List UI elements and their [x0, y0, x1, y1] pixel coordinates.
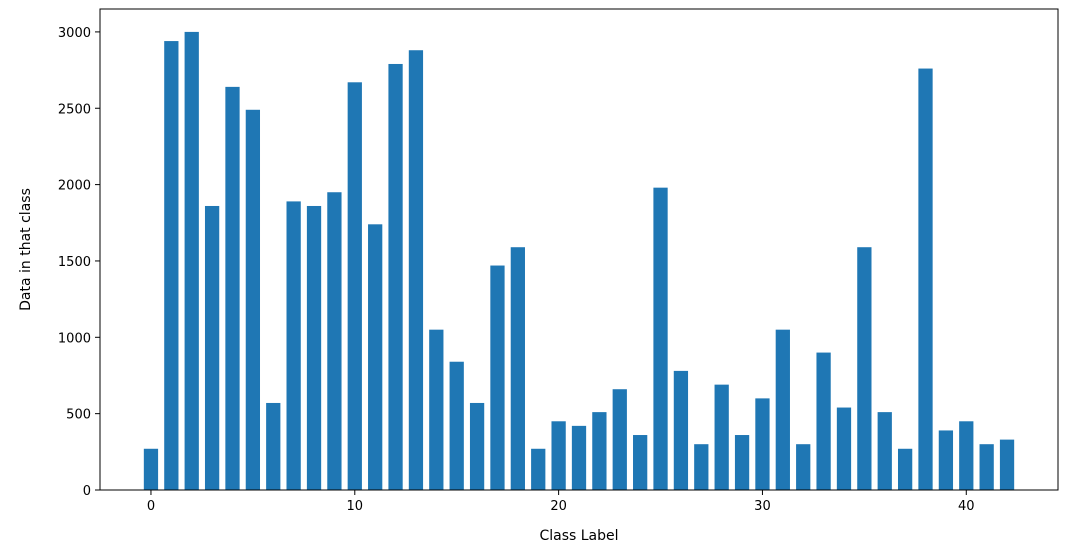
bar-class-15 — [449, 361, 464, 490]
bar-class-0 — [143, 448, 159, 490]
bar-class-39 — [938, 430, 954, 490]
bar-class-35 — [857, 247, 872, 490]
bar-class-23 — [612, 389, 627, 490]
bar-class-42 — [999, 439, 1015, 490]
bar-class-14 — [429, 329, 444, 490]
bar-class-25 — [653, 187, 668, 490]
bar-class-1 — [164, 41, 179, 491]
bar-class-12 — [388, 63, 403, 490]
bar-class-37 — [897, 448, 913, 490]
bar-class-34 — [836, 407, 852, 490]
x-tick-label: 30 — [754, 499, 771, 514]
bar-class-8 — [306, 205, 322, 490]
y-tick-label: 2000 — [58, 179, 91, 194]
bar-class-29 — [734, 435, 750, 490]
x-tick-label: 40 — [958, 499, 975, 514]
bar-class-21 — [571, 425, 587, 490]
y-tick-label: 500 — [66, 408, 91, 423]
x-axis-label: Class Label — [539, 528, 618, 544]
bar-class-41 — [979, 444, 994, 490]
bar-class-20 — [551, 421, 566, 490]
bar-class-13 — [408, 50, 424, 490]
bar-class-30 — [755, 398, 770, 490]
bar-class-28 — [714, 384, 729, 490]
bars-group — [143, 31, 1015, 491]
bar-class-4 — [225, 86, 240, 490]
bar-class-33 — [816, 352, 831, 490]
x-tick-label: 10 — [347, 499, 364, 514]
bar-class-40 — [959, 421, 974, 490]
bar-class-11 — [368, 224, 383, 491]
bar-class-17 — [490, 265, 505, 490]
bar-class-19 — [531, 448, 546, 490]
bar-class-27 — [694, 444, 709, 490]
y-tick-label: 1000 — [58, 331, 91, 346]
bar-class-18 — [510, 247, 525, 490]
bar-class-5 — [245, 109, 261, 491]
bar-class-26 — [673, 370, 689, 490]
bar-class-36 — [877, 412, 892, 490]
bar-class-16 — [469, 402, 485, 490]
bar-class-7 — [286, 201, 301, 490]
plot-frame — [99, 8, 1059, 491]
bar-class-2 — [184, 31, 199, 491]
bar-class-6 — [266, 402, 281, 490]
y-tick-label: 2500 — [58, 102, 91, 117]
bar-class-31 — [775, 329, 790, 490]
bar-class-32 — [796, 444, 811, 490]
x-tick-label: 0 — [147, 499, 155, 514]
y-axis-label: Data in that class — [18, 188, 34, 311]
bar-class-9 — [327, 192, 342, 490]
y-tick-label: 1500 — [58, 255, 91, 270]
bar-class-24 — [633, 435, 648, 490]
axes-group: 0 10 20 30 40 0 500 1000 1500 2000 2500 3000 — [58, 8, 1059, 514]
bar-class-38 — [918, 68, 933, 491]
bar-class-3 — [204, 205, 220, 490]
y-tick-label: 3000 — [58, 26, 91, 41]
y-tick-label: 0 — [83, 484, 91, 499]
x-tick-label: 20 — [550, 499, 567, 514]
bar-class-22 — [592, 412, 607, 490]
bar-class-10 — [347, 82, 362, 491]
